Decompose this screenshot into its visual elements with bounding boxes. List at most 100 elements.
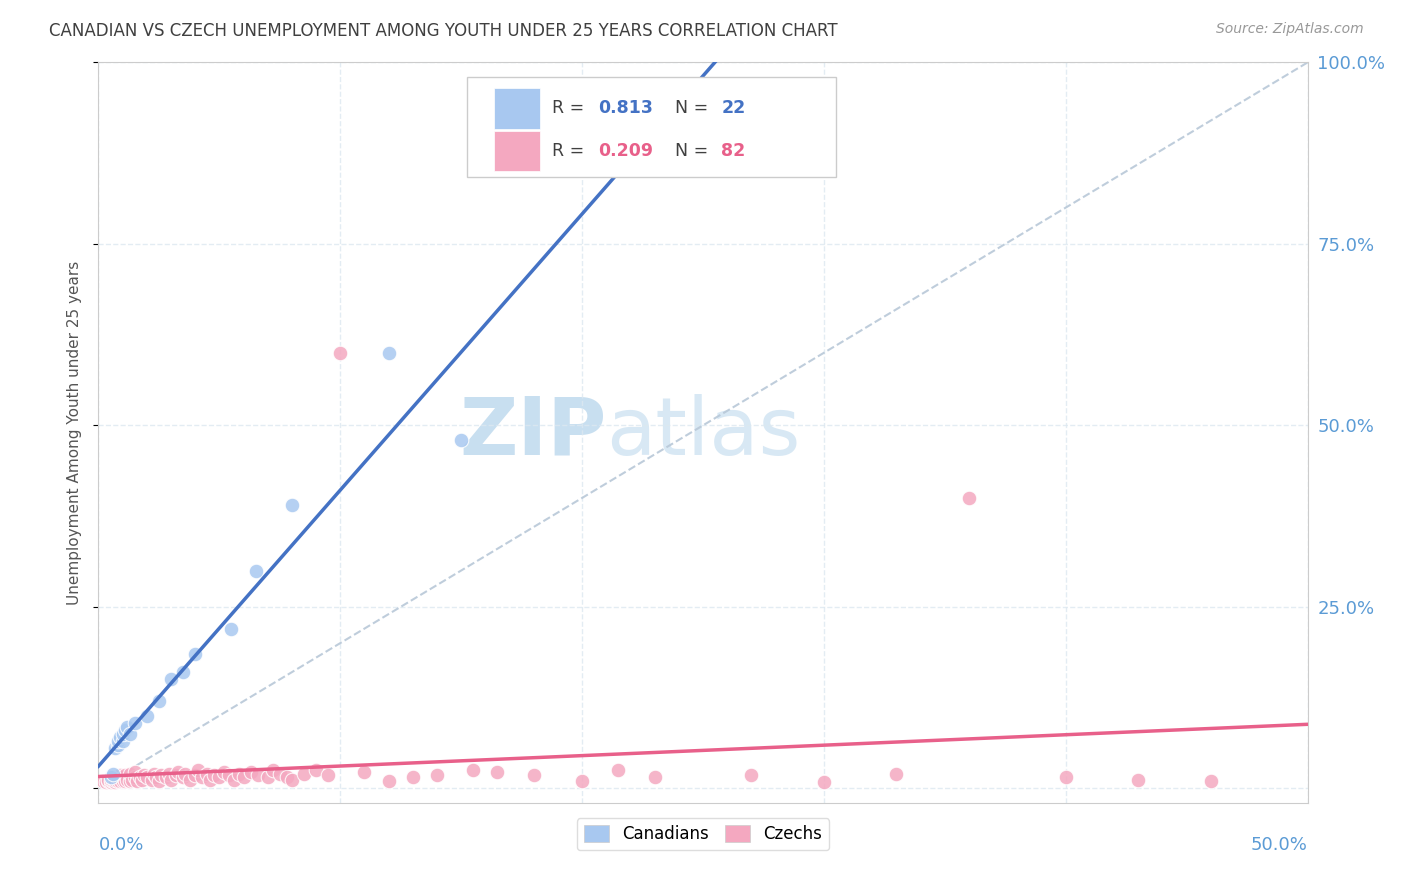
Point — [108, 768, 131, 782]
Point — [111, 771, 134, 785]
Point — [204, 768, 226, 782]
Point — [97, 774, 120, 789]
Point — [124, 765, 146, 780]
Point — [127, 774, 149, 789]
Point — [155, 771, 177, 785]
Point — [184, 647, 207, 661]
Point — [101, 766, 124, 780]
Point — [114, 723, 136, 738]
Point — [121, 772, 143, 787]
Point — [117, 720, 139, 734]
Text: 50.0%: 50.0% — [1251, 836, 1308, 855]
Point — [426, 768, 449, 782]
Point — [281, 772, 304, 787]
Point — [269, 766, 291, 780]
Point — [145, 771, 167, 785]
Point — [1054, 771, 1077, 785]
Point — [91, 774, 114, 789]
Text: R =: R = — [551, 100, 589, 118]
Point — [195, 766, 218, 780]
Point — [118, 774, 141, 789]
Text: atlas: atlas — [606, 393, 800, 472]
Point — [316, 768, 339, 782]
Point — [228, 766, 250, 780]
Point — [114, 774, 136, 789]
Point — [114, 768, 136, 782]
Point — [160, 673, 183, 687]
Point — [740, 768, 762, 782]
Point — [108, 731, 131, 745]
Point — [124, 771, 146, 785]
Point — [191, 771, 214, 785]
Point — [486, 765, 509, 780]
Point — [813, 775, 835, 789]
Point — [148, 694, 170, 708]
Point — [148, 774, 170, 789]
Point — [377, 345, 399, 359]
Point — [107, 738, 129, 752]
Legend: Canadians, Czechs: Canadians, Czechs — [576, 819, 830, 850]
Point — [1128, 772, 1150, 787]
Point — [239, 765, 262, 780]
Text: N =: N = — [675, 142, 714, 160]
Point — [118, 766, 141, 780]
Text: ZIP: ZIP — [458, 393, 606, 472]
Point — [135, 771, 157, 785]
Point — [198, 772, 221, 787]
Point — [208, 771, 231, 785]
Point — [101, 774, 124, 789]
Point — [117, 772, 139, 787]
Point — [247, 768, 270, 782]
Text: Source: ZipAtlas.com: Source: ZipAtlas.com — [1216, 22, 1364, 37]
Text: 82: 82 — [721, 142, 745, 160]
Point — [141, 772, 163, 787]
FancyBboxPatch shape — [467, 78, 837, 178]
Point — [100, 771, 122, 785]
Point — [108, 774, 131, 789]
Point — [402, 771, 425, 785]
Point — [523, 768, 546, 782]
FancyBboxPatch shape — [494, 88, 540, 128]
Point — [143, 766, 166, 780]
Point — [305, 763, 328, 777]
Point — [957, 491, 980, 505]
Point — [184, 768, 207, 782]
Point — [644, 771, 666, 785]
Point — [124, 715, 146, 730]
Point — [172, 771, 194, 785]
Point — [131, 772, 153, 787]
Point — [100, 775, 122, 789]
Point — [607, 763, 630, 777]
Point — [118, 727, 141, 741]
Point — [463, 763, 485, 777]
Point — [245, 564, 267, 578]
Point — [218, 768, 240, 782]
Point — [100, 772, 122, 787]
Point — [107, 774, 129, 789]
Text: 22: 22 — [721, 100, 745, 118]
Point — [150, 768, 173, 782]
Point — [135, 708, 157, 723]
Point — [256, 771, 278, 785]
Text: N =: N = — [675, 100, 714, 118]
Point — [107, 734, 129, 748]
Point — [101, 771, 124, 785]
Point — [111, 727, 134, 741]
Point — [104, 775, 127, 789]
Point — [165, 768, 187, 782]
Text: 0.0%: 0.0% — [98, 836, 143, 855]
Point — [111, 734, 134, 748]
Point — [111, 774, 134, 789]
Point — [104, 741, 127, 756]
Point — [94, 775, 117, 789]
Text: R =: R = — [551, 142, 589, 160]
Point — [97, 772, 120, 787]
Point — [107, 771, 129, 785]
Point — [172, 665, 194, 680]
Point — [353, 765, 375, 780]
Point — [174, 766, 197, 780]
FancyBboxPatch shape — [494, 131, 540, 171]
Point — [167, 765, 190, 780]
Point — [157, 766, 180, 780]
Text: CANADIAN VS CZECH UNEMPLOYMENT AMONG YOUTH UNDER 25 YEARS CORRELATION CHART: CANADIAN VS CZECH UNEMPLOYMENT AMONG YOU… — [49, 22, 838, 40]
